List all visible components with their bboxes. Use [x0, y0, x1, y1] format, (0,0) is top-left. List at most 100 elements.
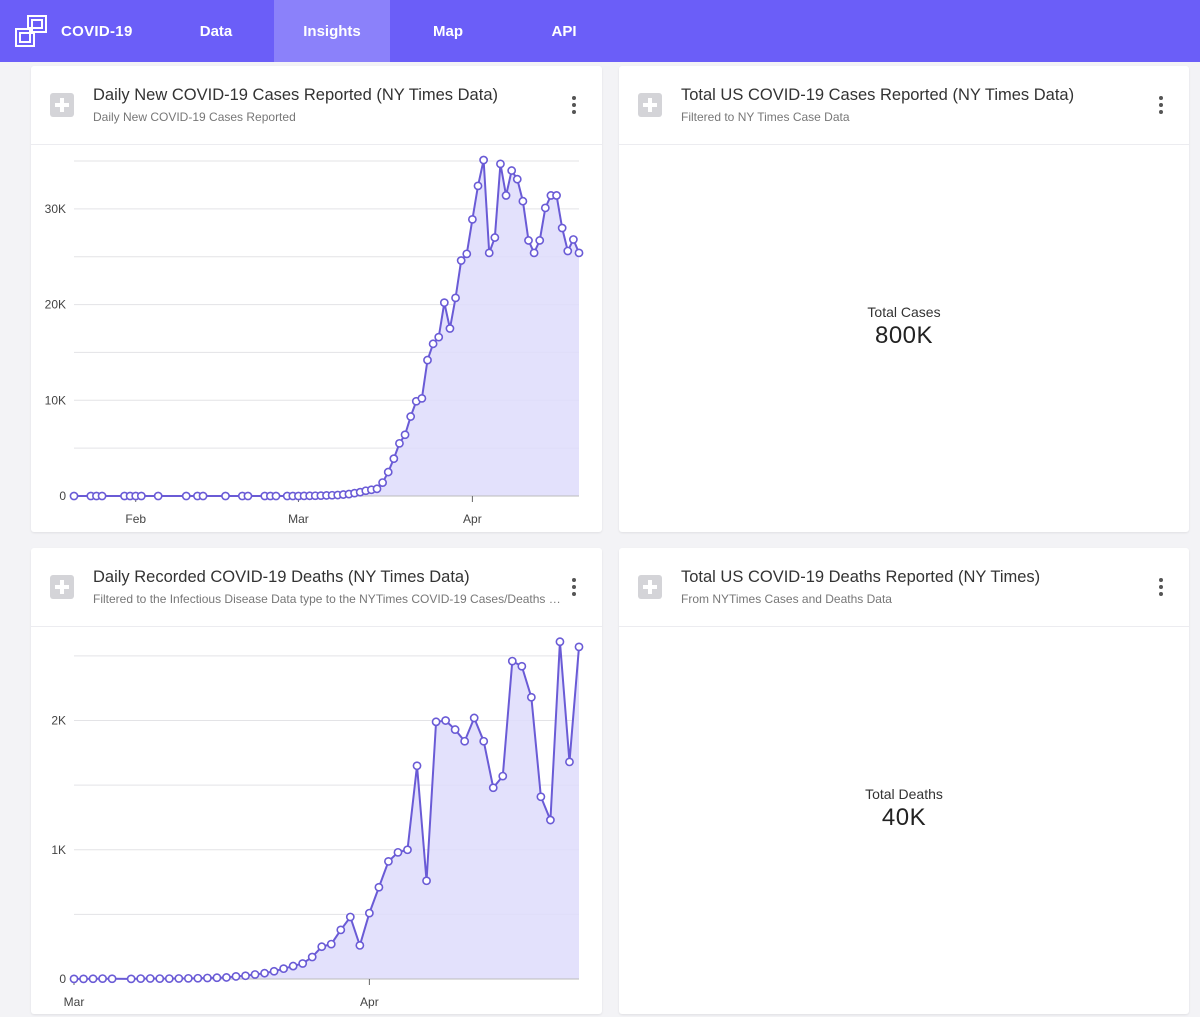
data-point [269, 966, 279, 976]
data-point [345, 912, 355, 922]
data-point [372, 484, 382, 494]
data-point [307, 952, 317, 962]
card-header: Total US COVID-19 Deaths Reported (NY Ti… [619, 548, 1189, 627]
data-point [441, 716, 451, 725]
cases-chart-card: Daily New COVID-19 Cases Reported (NY Ti… [31, 66, 602, 532]
data-point [126, 974, 136, 984]
stat-label: Total Cases [867, 304, 941, 320]
data-point [460, 736, 470, 746]
total-deaths-stat: Total Deaths 40K [619, 786, 1189, 832]
data-point [364, 908, 374, 918]
data-point [383, 467, 393, 477]
series-area [74, 641, 579, 979]
data-point [389, 454, 399, 464]
data-point [400, 430, 410, 440]
data-point [555, 637, 565, 647]
card-title: Daily Recorded COVID-19 Deaths (NY Times… [93, 568, 470, 586]
card-subtitle: From NYTimes Cases and Deaths Data [681, 592, 892, 606]
tab-data[interactable]: Data [199, 22, 233, 40]
data-point [469, 713, 479, 723]
data-point [260, 968, 269, 978]
data-point [540, 203, 550, 213]
deaths-chart: 0 1K 2K Mar Apr [51, 637, 584, 1009]
logo-icon [15, 15, 47, 47]
data-point [552, 191, 561, 200]
data-point [417, 393, 427, 403]
data-point [563, 246, 573, 256]
medical-cross-icon [50, 575, 74, 599]
data-point [393, 847, 403, 857]
card-title: Total US COVID-19 Cases Reported (NY Tim… [681, 86, 1075, 104]
data-point [423, 355, 432, 365]
data-point [501, 191, 511, 200]
data-point [445, 324, 455, 333]
tab-insights[interactable]: Insights [274, 0, 390, 62]
y-tick-label: 20K [45, 298, 66, 312]
data-point [222, 973, 231, 982]
data-point [422, 876, 431, 886]
data-point [496, 159, 505, 169]
data-point [403, 845, 412, 855]
y-tick-label: 0 [59, 489, 66, 503]
stat-label: Total Deaths [865, 786, 943, 802]
medical-cross-icon [638, 575, 662, 599]
data-point [536, 792, 546, 802]
data-point [69, 974, 79, 984]
data-point [183, 973, 193, 983]
data-point [574, 642, 584, 652]
tab-api[interactable]: API [551, 22, 577, 40]
data-point [271, 491, 281, 501]
x-tick-label: Apr [463, 512, 482, 526]
data-point [473, 181, 483, 191]
data-point [317, 942, 327, 952]
data-point [250, 970, 260, 979]
deaths-chart-card: Daily Recorded COVID-19 Deaths (NY Times… [31, 548, 602, 1014]
data-point [529, 248, 539, 258]
data-point [136, 491, 146, 501]
data-point [490, 233, 500, 242]
x-tick-label: Apr [360, 995, 379, 1009]
top-nav: COVID-19 Data Insights Map API [0, 0, 1200, 62]
data-point [557, 223, 567, 233]
data-point [107, 974, 117, 984]
y-tick-label: 2K [51, 714, 66, 728]
data-point [574, 248, 584, 258]
card-title: Daily New COVID-19 Cases Reported (NY Ti… [93, 86, 498, 104]
stat-value: 40K [881, 804, 927, 831]
data-point [518, 196, 528, 206]
data-point [145, 974, 155, 983]
data-point [431, 717, 441, 727]
data-point [374, 882, 384, 892]
data-point [174, 974, 184, 983]
stat-value: 800K [874, 322, 934, 349]
data-point [336, 925, 346, 935]
data-point [526, 692, 536, 702]
data-point [212, 973, 222, 983]
data-point [406, 412, 416, 421]
data-point [428, 339, 438, 349]
data-point [524, 236, 533, 245]
data-point [450, 725, 460, 734]
data-point [288, 961, 298, 971]
data-point [378, 478, 388, 487]
x-tick-label: Feb [125, 512, 146, 526]
more-options-icon[interactable] [1151, 94, 1171, 116]
card-header: Total US COVID-19 Cases Reported (NY Tim… [619, 66, 1189, 145]
series-area [74, 160, 579, 496]
data-point [181, 491, 191, 501]
data-point [565, 757, 574, 767]
y-tick-label: 10K [45, 393, 66, 407]
tab-map[interactable]: Map [433, 22, 463, 40]
data-point [69, 491, 79, 501]
more-options-icon[interactable] [564, 94, 584, 116]
y-tick-label: 30K [45, 202, 66, 216]
more-options-icon[interactable] [1151, 576, 1171, 598]
data-point [462, 249, 472, 259]
brand[interactable]: COVID-19 [0, 0, 158, 62]
y-tick-label: 0 [59, 972, 66, 986]
data-point [202, 973, 212, 983]
data-point [221, 491, 230, 501]
data-point [512, 174, 522, 184]
data-point [488, 783, 498, 793]
more-options-icon[interactable] [564, 576, 584, 598]
